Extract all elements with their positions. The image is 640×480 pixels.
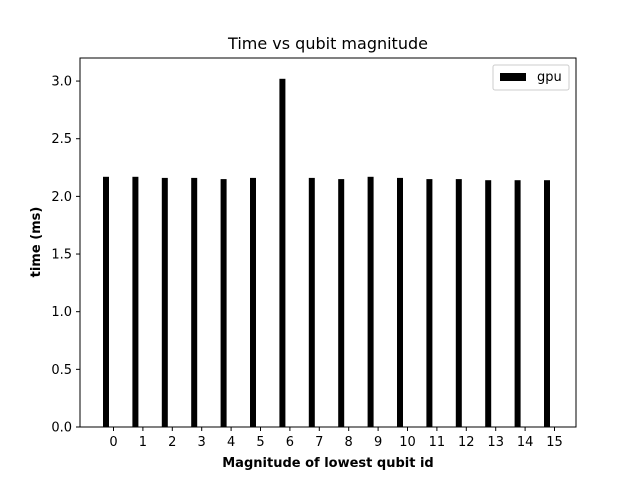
x-tick-label: 6 (286, 435, 294, 450)
x-axis-label: Magnitude of lowest qubit id (222, 456, 433, 471)
x-tick-label: 4 (227, 435, 235, 450)
bar-15 (544, 180, 550, 427)
x-tick-label: 3 (198, 435, 206, 450)
chart-title: Time vs qubit magnitude (227, 34, 428, 53)
x-tick-label: 13 (487, 435, 504, 450)
bar-2 (161, 177, 168, 427)
bar-11 (426, 179, 433, 427)
bar-0 (103, 176, 109, 427)
y-tick-label: 1.0 (51, 305, 72, 320)
x-tick-label: 0 (109, 435, 117, 450)
y-tick-label: 3.0 (51, 75, 72, 90)
legend: gpu (492, 64, 570, 91)
bar-6 (279, 78, 286, 428)
y-axis: 0.0 0.5 1.0 1.5 2.0 2.5 3.0 (51, 75, 80, 436)
x-tick-label: 14 (517, 435, 534, 450)
bar-14 (514, 180, 521, 427)
bar-8 (338, 179, 345, 427)
legend-box (492, 64, 570, 91)
plot-frame (79, 57, 577, 428)
bar-1 (132, 176, 139, 427)
bar-9 (367, 176, 374, 427)
x-tick-label: 10 (399, 435, 416, 450)
x-tick-label: 1 (139, 435, 147, 450)
bar-12 (455, 179, 462, 427)
y-axis-label: time (ms) (29, 207, 44, 278)
bar-3 (191, 177, 198, 427)
x-tick-label: 8 (345, 435, 353, 450)
x-tick-label: 9 (374, 435, 382, 450)
x-tick-label: 7 (315, 435, 323, 450)
bar-5 (250, 177, 256, 427)
x-tick-label: 12 (458, 435, 475, 450)
y-tick-label: 1.5 (51, 248, 72, 263)
y-tick-label: 0.5 (51, 363, 72, 378)
x-axis: 0 1 2 3 4 5 6 7 8 9 10 11 12 13 14 15 (109, 427, 563, 450)
bar-7 (308, 177, 315, 427)
legend-label-gpu: gpu (537, 70, 562, 85)
y-tick-label: 2.5 (51, 132, 72, 147)
bar-10 (397, 177, 403, 427)
x-tick-label: 5 (256, 435, 264, 450)
x-tick-label: 11 (429, 435, 446, 450)
bar-13 (485, 180, 492, 427)
y-tick-label: 0.0 (51, 421, 72, 436)
plot-area (103, 78, 550, 428)
y-tick-label: 2.0 (51, 190, 72, 205)
x-tick-label: 15 (546, 435, 563, 450)
bar-4 (220, 179, 227, 427)
x-tick-label: 2 (168, 435, 176, 450)
legend-swatch (500, 73, 526, 81)
